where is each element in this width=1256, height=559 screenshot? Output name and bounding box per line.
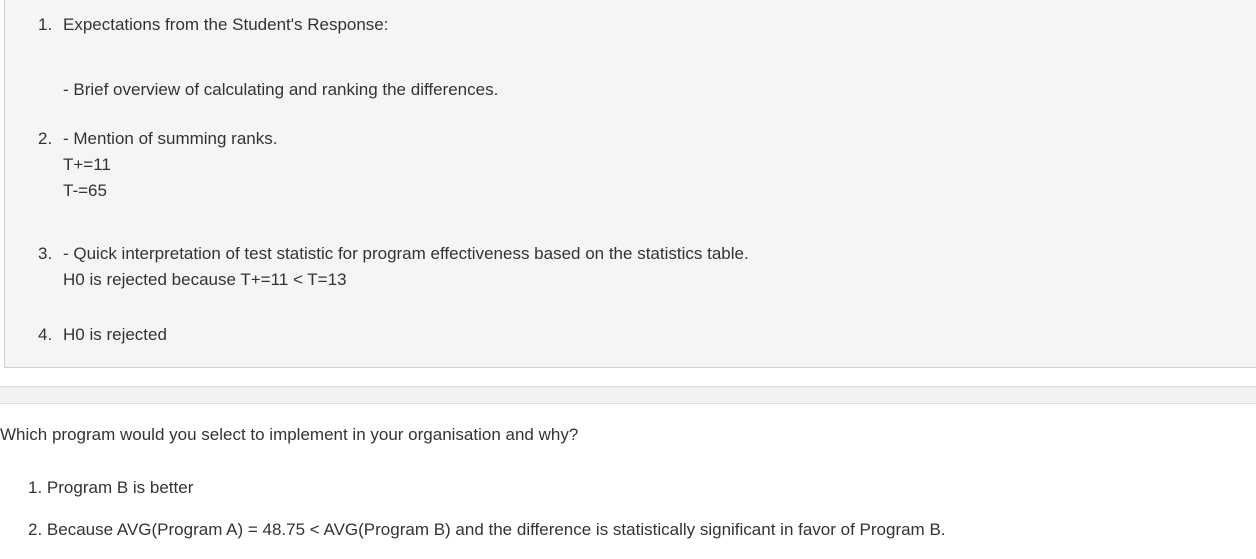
- student-answer-item: Program B is better: [46, 478, 194, 497]
- answer-item-2: - Mention of summing ranks. T+=11 T-=65: [38, 126, 278, 204]
- answer-item-4: H0 is rejected: [38, 322, 167, 348]
- answer-item-2-title: - Mention of summing ranks.: [63, 129, 278, 148]
- student-answer-list: Program B is better Because AVG(Program …: [28, 475, 946, 559]
- expected-answer-panel: Expectations from the Student's Response…: [4, 0, 1256, 368]
- answer-item-3: - Quick interpretation of test statistic…: [38, 241, 749, 293]
- answer-item-2-line2: T-=65: [63, 181, 107, 200]
- answer-item-1-title: Expectations from the Student's Response…: [63, 15, 389, 34]
- answer-item-1-sub: - Brief overview of calculating and rank…: [63, 80, 499, 99]
- question-text: Which program would you select to implem…: [0, 425, 579, 444]
- answer-item-3-title: - Quick interpretation of test statistic…: [63, 244, 749, 263]
- answer-item-3-line1: H0 is rejected because T+=11 < T=13: [63, 270, 347, 289]
- student-answer-item: Because AVG(Program A) = 48.75 < AVG(Pro…: [46, 520, 946, 539]
- section-divider: [0, 386, 1256, 404]
- answer-item-2-line1: T+=11: [63, 155, 111, 174]
- answer-item-4-title: H0 is rejected: [63, 325, 167, 344]
- answer-item-1: Expectations from the Student's Response…: [38, 12, 498, 99]
